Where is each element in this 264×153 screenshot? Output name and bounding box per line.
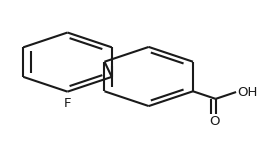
Text: O: O	[209, 115, 220, 128]
Text: OH: OH	[237, 86, 258, 99]
Text: F: F	[64, 97, 71, 110]
